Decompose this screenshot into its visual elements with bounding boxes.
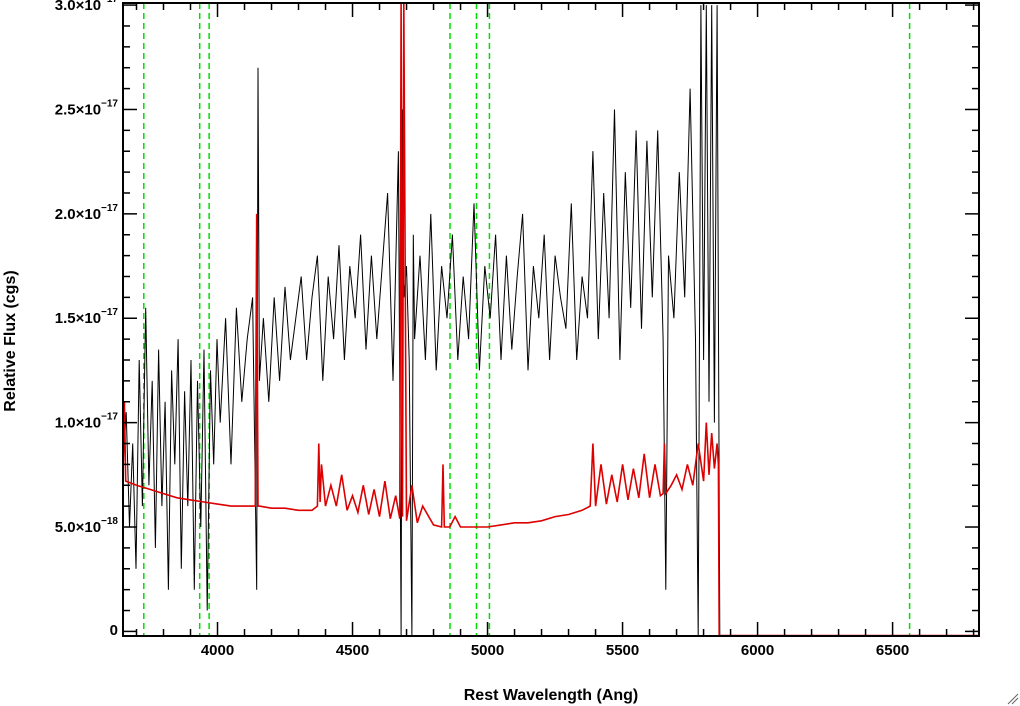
y-axis-label: Relative Flux (cgs) <box>2 270 19 411</box>
y-tick-mantissa: 2.0×10 <box>55 206 101 223</box>
x-tick-label: 4500 <box>336 642 369 659</box>
x-axis-label: Rest Wavelength (Ang) <box>464 687 639 704</box>
y-tick-mantissa: 3.0×10 <box>55 0 101 14</box>
y-tick-mantissa: 1.0×10 <box>55 415 101 432</box>
resize-grip[interactable] <box>1007 693 1019 705</box>
y-tick-exponent: −17 <box>101 203 118 214</box>
plot-frame <box>122 2 980 637</box>
y-tick-mantissa: 2.5×10 <box>55 101 101 118</box>
y-tick-mantissa: 5.0×10 <box>55 519 101 536</box>
series-line-1 <box>122 2 979 637</box>
y-tick-exponent: −17 <box>101 412 118 423</box>
y-tick-label: 3.0×10−17 <box>55 0 119 14</box>
y-tick-label: 2.0×10−17 <box>55 203 119 223</box>
reference-lines <box>143 3 911 636</box>
axis-ticks <box>123 3 979 636</box>
y-tick-exponent: −17 <box>101 98 118 109</box>
x-tick-label: 6000 <box>741 642 774 659</box>
series-line-0 <box>122 5 721 636</box>
y-tick-label: 2.5×10−17 <box>55 98 119 118</box>
y-tick-label: 1.5×10−17 <box>55 307 119 327</box>
x-tick-label: 5000 <box>471 642 504 659</box>
y-tick-mantissa: 1.5×10 <box>55 310 101 327</box>
spectrum-series <box>122 2 979 637</box>
y-tick-label: 0 <box>110 622 118 639</box>
y-tick-label: 1.0×10−17 <box>55 412 119 432</box>
y-tick-exponent: −17 <box>101 307 118 318</box>
y-tick-exponent: −18 <box>101 516 118 527</box>
y-tick-mantissa: 0 <box>110 622 118 639</box>
y-tick-exponent: −17 <box>101 0 118 5</box>
y-tick-label: 5.0×10−18 <box>55 516 119 536</box>
x-tick-label: 5500 <box>606 642 639 659</box>
x-tick-label: 6500 <box>876 642 909 659</box>
x-tick-label: 4000 <box>201 642 234 659</box>
tick-labels: 4000 4500 5000 5500 6000 6500 0 5.0×10−18 1.0×10… <box>55 0 910 659</box>
